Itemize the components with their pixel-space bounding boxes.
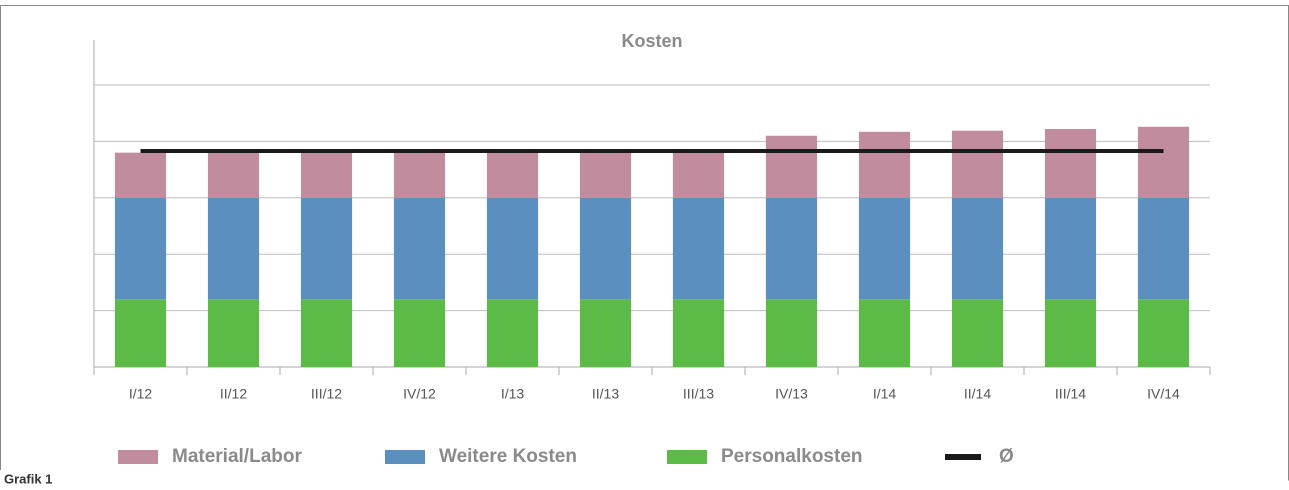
bar-segment bbox=[1137, 126, 1190, 198]
legend-label: Personalkosten bbox=[721, 446, 863, 467]
x-tick-label: II/12 bbox=[220, 386, 247, 402]
caption: Grafik 1 bbox=[4, 471, 52, 486]
legend-swatch bbox=[667, 450, 707, 464]
bar-segment bbox=[1137, 197, 1190, 300]
x-tick-label: I/12 bbox=[129, 386, 153, 402]
bar-segment bbox=[486, 151, 539, 198]
bar-segment bbox=[207, 150, 260, 198]
bar-segment bbox=[858, 131, 911, 198]
bar-segment bbox=[114, 152, 167, 198]
x-tick-label: III/14 bbox=[1055, 386, 1086, 402]
x-tick-label: I/13 bbox=[501, 386, 525, 402]
bar-segment bbox=[300, 151, 353, 198]
bar-segment bbox=[765, 135, 818, 198]
bar-segment bbox=[114, 197, 167, 300]
bar-segment bbox=[486, 197, 539, 300]
bar-segment bbox=[1044, 197, 1097, 300]
bar-segment bbox=[207, 197, 260, 300]
legend-swatch bbox=[945, 454, 981, 460]
bar-segment bbox=[393, 197, 446, 300]
bar-segment bbox=[858, 197, 911, 300]
bar-segment bbox=[951, 197, 1004, 300]
x-tick-label: III/13 bbox=[683, 386, 714, 402]
x-tick-label: III/12 bbox=[311, 386, 342, 402]
x-tick-label: IV/12 bbox=[403, 386, 436, 402]
bar-segment bbox=[579, 197, 632, 300]
bar-segment bbox=[1137, 299, 1190, 367]
bar-segment bbox=[765, 197, 818, 300]
bar-segment bbox=[672, 151, 725, 198]
bar-segment bbox=[951, 299, 1004, 367]
legend-label: Ø bbox=[999, 446, 1014, 467]
bar-segment bbox=[486, 299, 539, 367]
legend-label: Weitere Kosten bbox=[439, 446, 577, 467]
bar-segment bbox=[579, 299, 632, 367]
bar-segment bbox=[1044, 128, 1097, 198]
chart-title: Kosten bbox=[621, 31, 682, 51]
x-tick-label: II/14 bbox=[964, 386, 991, 402]
x-tick-label: II/13 bbox=[592, 386, 619, 402]
bar-segment bbox=[951, 130, 1004, 198]
legend-swatch bbox=[118, 450, 158, 464]
bar-segment bbox=[858, 299, 911, 367]
bar-segment bbox=[114, 299, 167, 367]
bar-segment bbox=[393, 299, 446, 367]
bar-segment bbox=[300, 299, 353, 367]
bar-segment bbox=[765, 299, 818, 367]
bar-segment bbox=[672, 299, 725, 367]
bar-segment bbox=[579, 150, 632, 198]
bar-segment bbox=[207, 299, 260, 367]
x-tick-label: IV/14 bbox=[1147, 386, 1180, 402]
bar-segment bbox=[393, 151, 446, 198]
bar-segment bbox=[300, 197, 353, 300]
legend-swatch bbox=[385, 450, 425, 464]
bar-segment bbox=[672, 197, 725, 300]
x-tick-label: I/14 bbox=[873, 386, 897, 402]
bar-segment bbox=[1044, 299, 1097, 367]
x-tick-label: IV/13 bbox=[775, 386, 808, 402]
legend-label: Material/Labor bbox=[172, 446, 302, 467]
